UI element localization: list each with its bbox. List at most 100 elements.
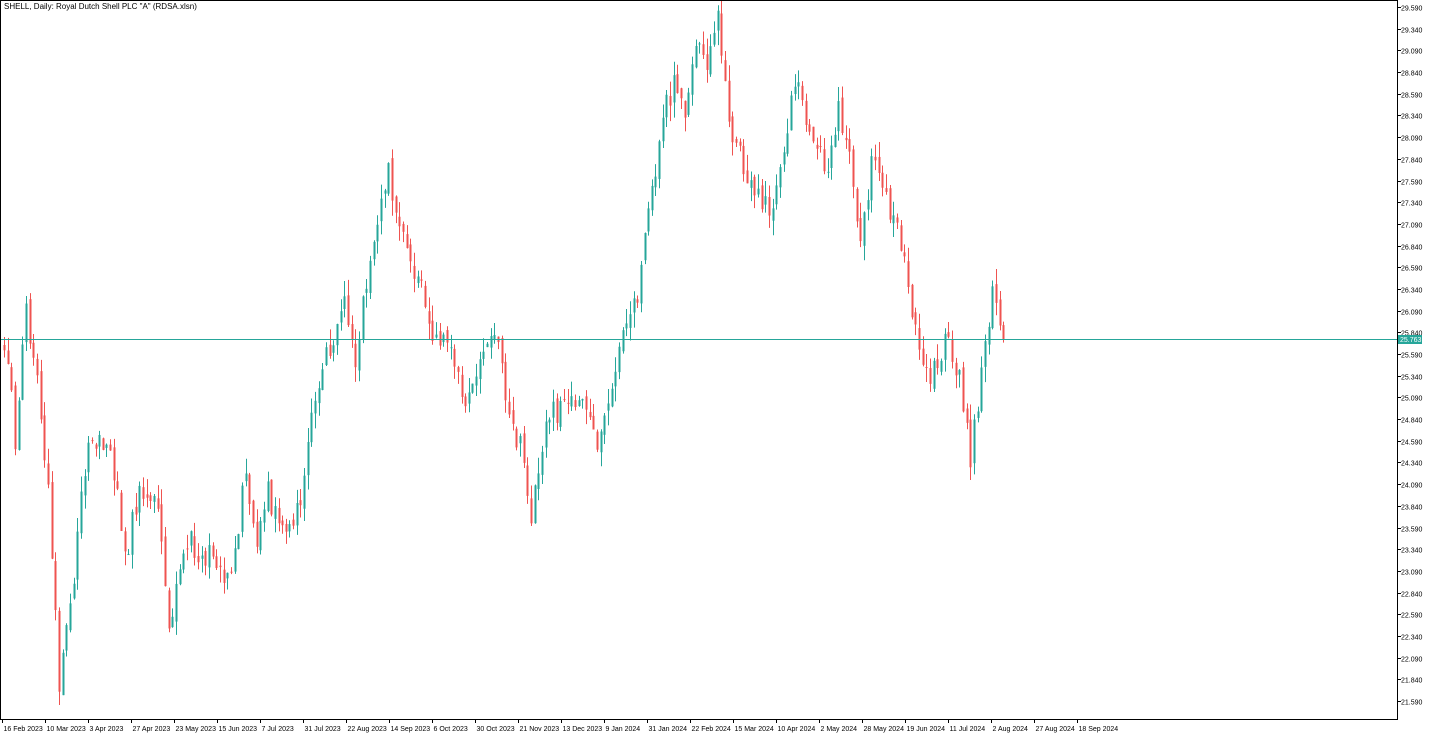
bear-candle bbox=[512, 410, 515, 424]
bear-candle bbox=[395, 196, 398, 213]
bear-candle bbox=[816, 144, 819, 149]
bear-candle bbox=[453, 348, 456, 367]
price-tick-label: 22.590 bbox=[1401, 613, 1423, 620]
price-tick-label: 29.590 bbox=[1401, 6, 1423, 13]
bull-candle bbox=[794, 86, 797, 95]
bear-candle bbox=[504, 361, 507, 401]
time-tick-label: 2 Aug 2024 bbox=[993, 726, 1029, 733]
bull-candle bbox=[471, 383, 474, 393]
bull-candle bbox=[600, 431, 603, 453]
bear-candle bbox=[896, 217, 899, 223]
time-tick-label: 3 Apr 2023 bbox=[90, 726, 124, 733]
bull-candle bbox=[98, 434, 101, 447]
bull-candle bbox=[358, 339, 361, 371]
price-tick-label: 29.340 bbox=[1401, 28, 1423, 35]
bull-candle bbox=[625, 323, 628, 329]
bull-candle bbox=[69, 603, 72, 631]
bull-candle bbox=[673, 75, 676, 103]
bear-candle bbox=[299, 500, 302, 506]
bull-candle bbox=[988, 326, 991, 345]
bear-candle bbox=[955, 362, 958, 376]
price-tick-label: 27.090 bbox=[1401, 223, 1423, 230]
bear-candle bbox=[823, 149, 826, 172]
bull-candle bbox=[336, 323, 339, 346]
bull-candle bbox=[387, 163, 390, 194]
bear-candle bbox=[702, 44, 705, 55]
bear-candle bbox=[248, 474, 251, 504]
bear-candle bbox=[669, 95, 672, 106]
bull-candle bbox=[750, 180, 753, 188]
bull-candle bbox=[325, 347, 328, 366]
time-axis[interactable]: 16 Feb 2023 10 Mar 2023 3 Apr 2023 27 Apr 2… bbox=[2, 719, 1119, 733]
bear-candle bbox=[966, 408, 969, 423]
bear-candle bbox=[223, 569, 226, 583]
bear-candle bbox=[168, 590, 171, 629]
bear-candle bbox=[424, 285, 427, 307]
price-tick-label: 23.840 bbox=[1401, 505, 1423, 512]
bull-candle bbox=[468, 392, 471, 404]
time-tick-label: 13 Dec 2023 bbox=[563, 726, 603, 733]
bear-candle bbox=[922, 348, 925, 365]
bear-candle bbox=[592, 415, 595, 430]
bull-candle bbox=[175, 583, 178, 622]
bull-candle bbox=[552, 401, 555, 418]
bull-candle bbox=[647, 208, 650, 232]
bull-candle bbox=[442, 334, 445, 343]
bull-candle bbox=[62, 652, 65, 696]
bear-candle bbox=[428, 311, 431, 324]
bear-candle bbox=[574, 400, 577, 407]
time-tick-label: 16 Feb 2023 bbox=[4, 726, 43, 733]
bear-candle bbox=[808, 124, 811, 132]
price-tick-label: 29.090 bbox=[1401, 49, 1423, 56]
bear-candle bbox=[845, 137, 848, 141]
price-tick-label: 27.590 bbox=[1401, 180, 1423, 187]
bull-candle bbox=[190, 531, 193, 546]
bull-candle bbox=[775, 185, 778, 205]
bear-candle bbox=[878, 156, 881, 174]
bull-candle bbox=[245, 473, 248, 482]
price-tick-label: 21.590 bbox=[1401, 700, 1423, 707]
bear-candle bbox=[91, 440, 94, 442]
bear-candle bbox=[841, 97, 844, 134]
bull-candle bbox=[863, 212, 866, 246]
bear-candle bbox=[856, 188, 859, 222]
bear-candle bbox=[256, 521, 259, 547]
bull-candle bbox=[537, 473, 540, 490]
bull-candle bbox=[662, 117, 665, 142]
bull-candle bbox=[340, 311, 343, 323]
price-tick-label: 21.840 bbox=[1401, 678, 1423, 685]
price-tick-label: 22.340 bbox=[1401, 635, 1423, 642]
bull-candle bbox=[127, 554, 130, 556]
bear-candle bbox=[354, 343, 357, 368]
bull-candle bbox=[790, 95, 793, 131]
bull-candle bbox=[973, 419, 976, 464]
bear-candle bbox=[567, 402, 570, 404]
bull-candle bbox=[665, 94, 668, 118]
bull-candle bbox=[417, 276, 420, 284]
bear-candle bbox=[7, 350, 10, 365]
bear-candle bbox=[801, 85, 804, 101]
bear-candle bbox=[680, 88, 683, 99]
bear-candle bbox=[109, 444, 112, 451]
bull-candle bbox=[867, 200, 870, 210]
price-tick-label: 27.840 bbox=[1401, 158, 1423, 165]
bear-candle bbox=[936, 359, 939, 369]
time-tick-label: 9 Jan 2024 bbox=[606, 726, 641, 733]
price-tick-label: 26.590 bbox=[1401, 266, 1423, 273]
time-tick-label: 28 May 2024 bbox=[864, 726, 905, 733]
time-tick-label: 10 Mar 2023 bbox=[47, 726, 86, 733]
bear-candle bbox=[508, 401, 511, 415]
bull-candle bbox=[614, 371, 617, 387]
current-price-tag bbox=[1398, 335, 1422, 344]
bear-candle bbox=[805, 100, 808, 125]
price-axis[interactable]: 29.590 29.340 29.090 28.840 28.590 28.340 28.0… bbox=[1397, 6, 1423, 707]
price-tick-label: 25.590 bbox=[1401, 353, 1423, 360]
bull-candle bbox=[519, 436, 522, 444]
chart-border bbox=[0, 0, 1398, 720]
bear-candle bbox=[51, 482, 54, 559]
bull-candle bbox=[640, 264, 643, 304]
bull-candle bbox=[296, 503, 299, 526]
bear-candle bbox=[962, 367, 965, 412]
